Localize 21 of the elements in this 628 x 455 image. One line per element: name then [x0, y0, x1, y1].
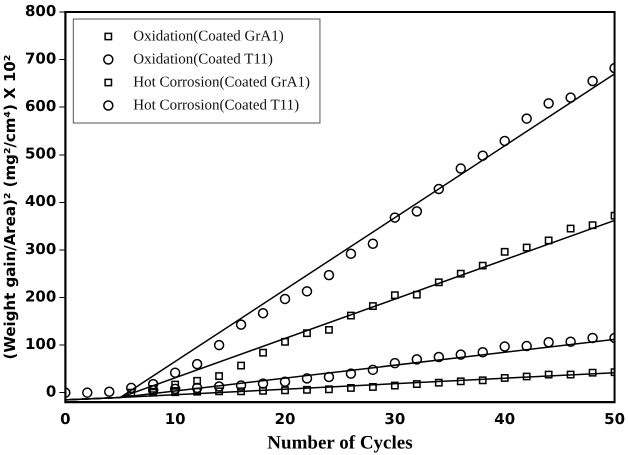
legend-label: Oxidation(Coated GrA1) [133, 28, 284, 44]
x-tick-label: 40 [494, 410, 516, 428]
y-tick-label: 100 [25, 334, 56, 353]
y-axis-title: (Weight gain/Area)² (mg²/cm⁴) X 10² [0, 54, 19, 360]
x-axis-title: Number of Cycles [267, 432, 413, 454]
x-tick-label: 20 [274, 410, 296, 428]
y-tick-label: 400 [25, 192, 56, 210]
x-tick-label: 0 [60, 410, 71, 428]
y-tick-label: 800 [25, 2, 56, 20]
x-tick-label: 10 [164, 410, 186, 428]
legend-label: Hot Corrosion(Coated T11) [133, 97, 300, 114]
legend-label: Oxidation(Coated T11) [133, 51, 273, 68]
legend-label: Hot Corrosion(Coated GrA1) [133, 74, 310, 90]
x-tick-label: 30 [384, 410, 406, 428]
y-tick-label: 600 [25, 97, 56, 116]
y-tick-label: 0 [46, 382, 56, 401]
y-tick-label: 500 [25, 144, 56, 163]
y-tick-label: 700 [25, 49, 56, 68]
y-tick-label: 300 [25, 240, 56, 258]
y-tick-label: 200 [25, 287, 56, 306]
x-tick-label: 50 [604, 410, 625, 428]
